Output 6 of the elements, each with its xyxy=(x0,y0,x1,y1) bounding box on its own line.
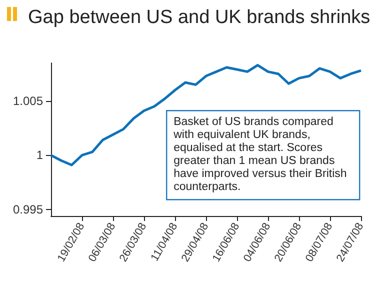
annotation: Basket of US brands compared with equivalent UK brands, equalised at the start. Scores greater than 1 mean US brands have improved versus their British counterparts. xyxy=(172,116,350,194)
y-tick-label: 1.005 xyxy=(12,94,44,108)
y-tick-label: 1 xyxy=(36,148,44,162)
y-tick-label: 0.995 xyxy=(12,202,44,216)
chart-title: Gap between US and UK brands shrinks xyxy=(28,7,370,28)
line-series xyxy=(50,64,362,166)
